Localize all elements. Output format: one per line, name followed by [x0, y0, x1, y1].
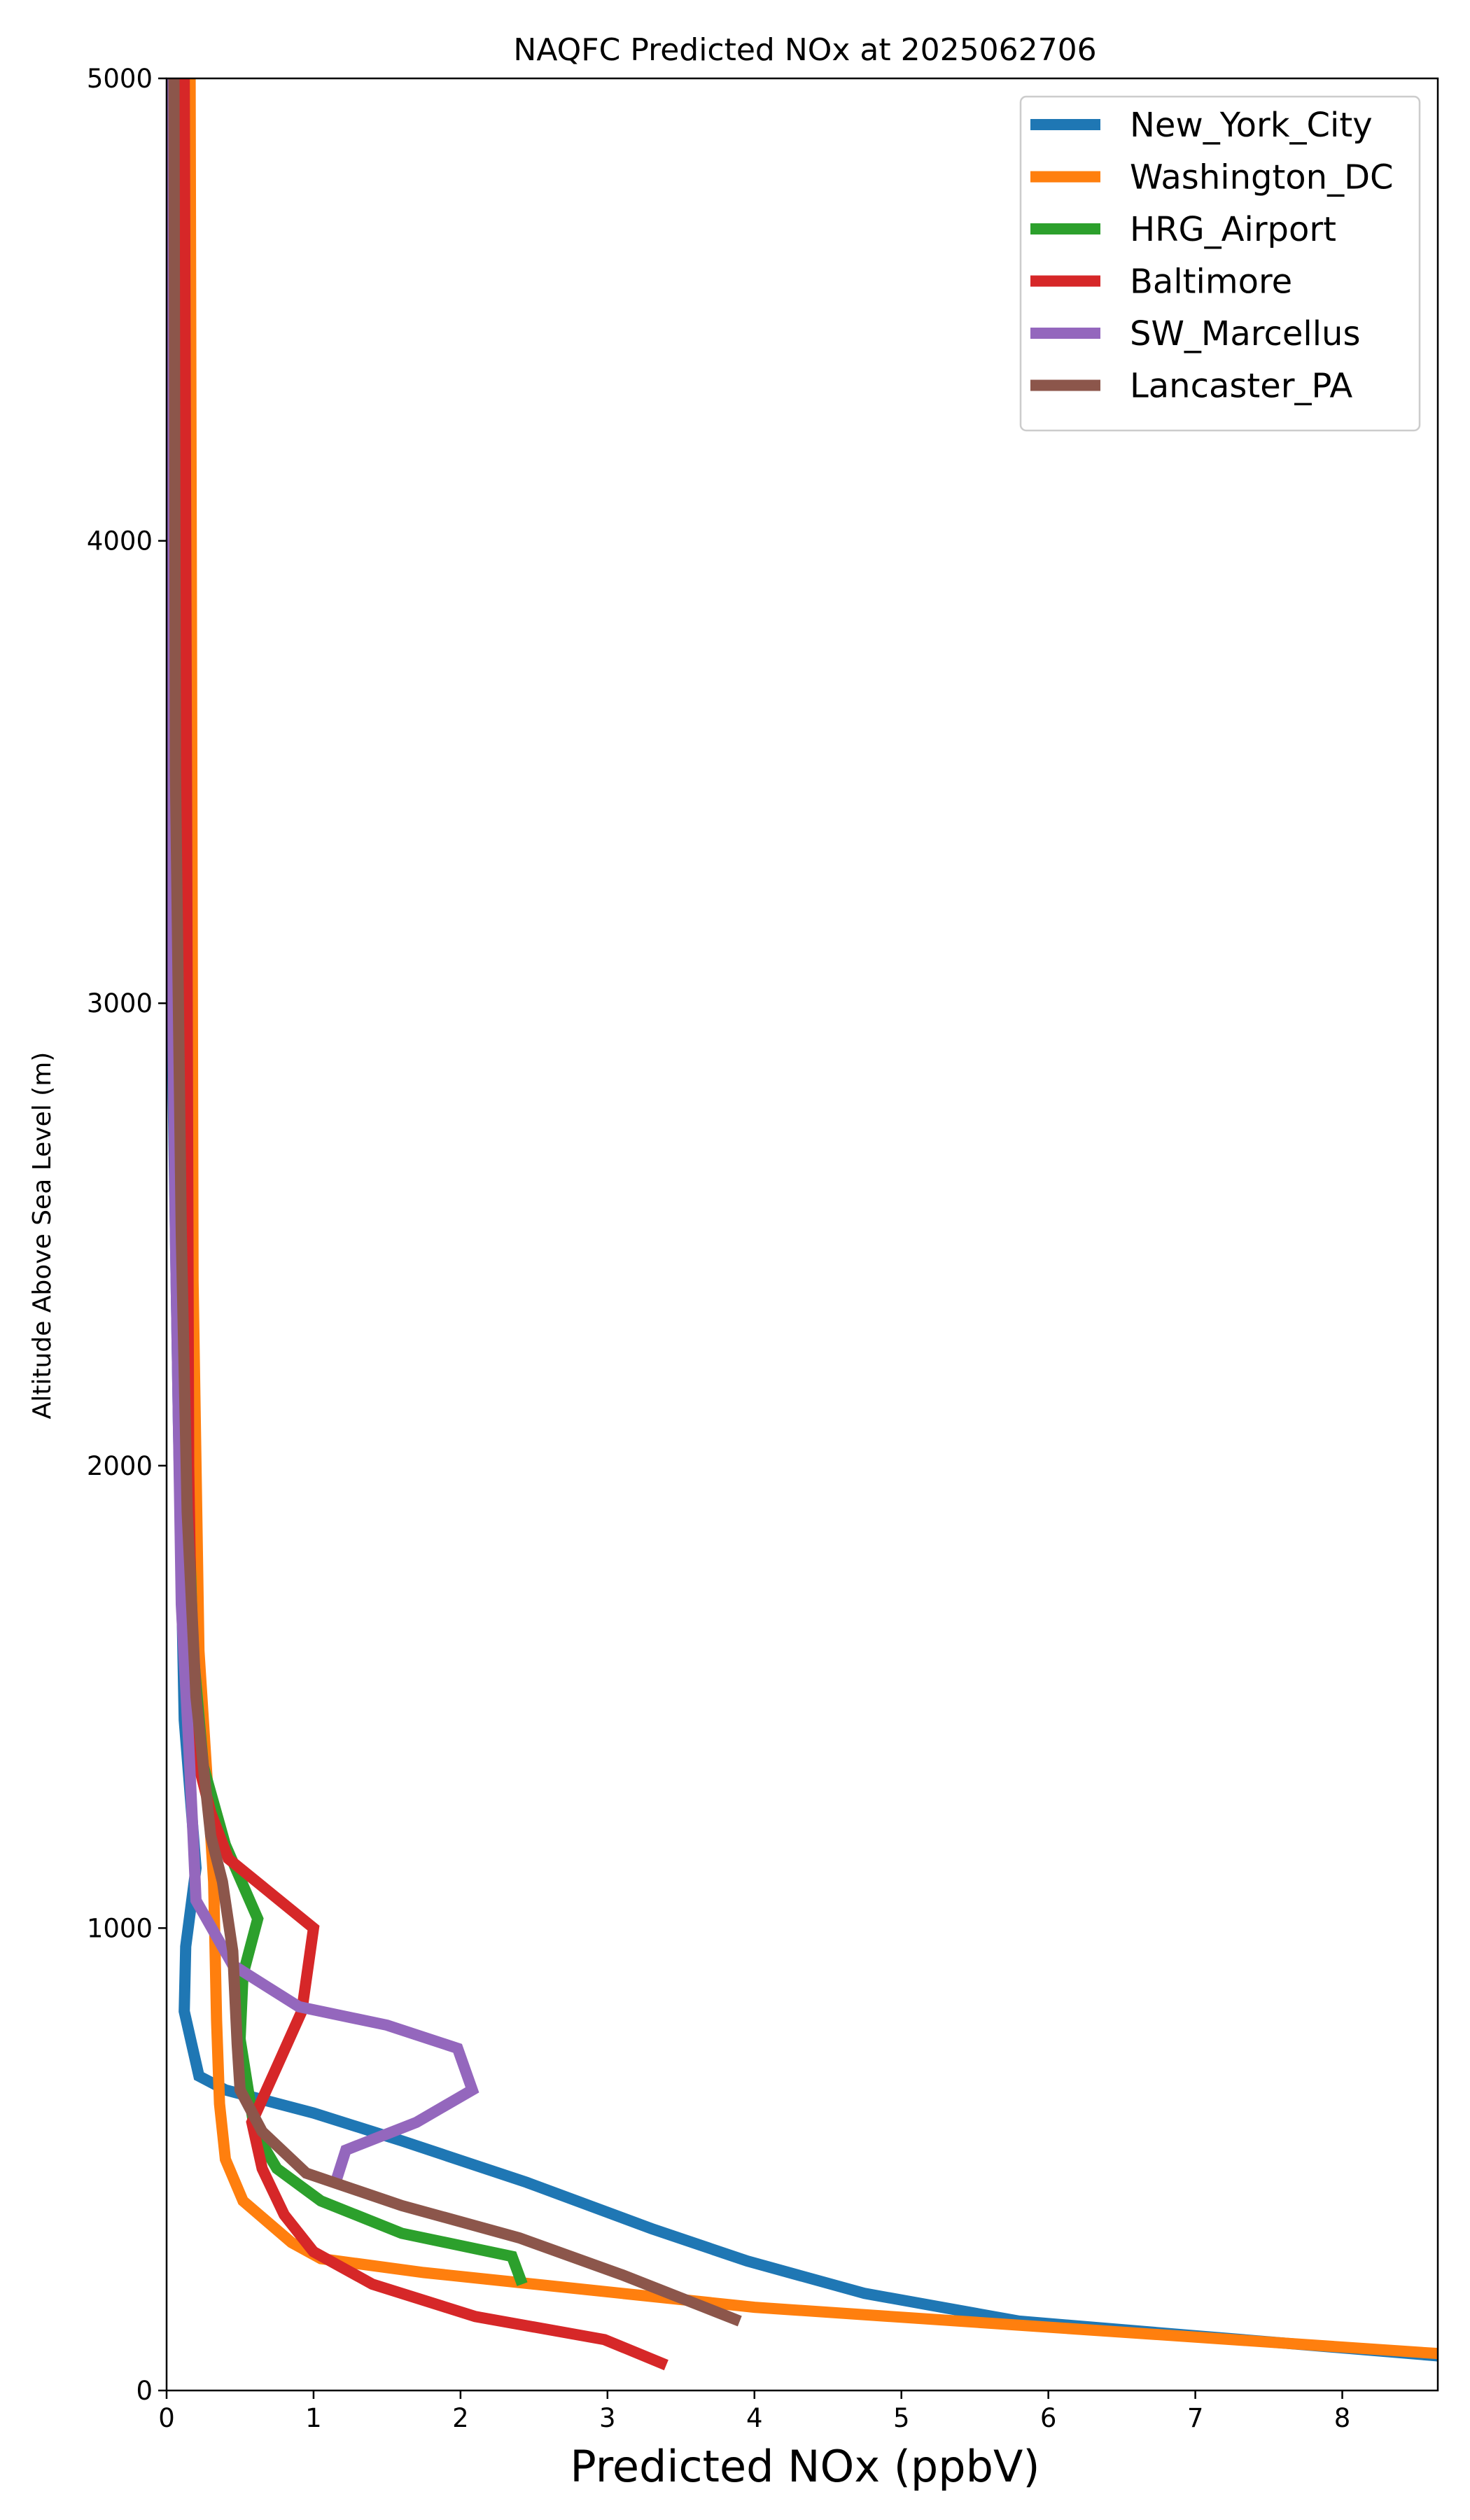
x-tick-label: 0: [158, 2403, 175, 2433]
y-tick-label: 3000: [87, 988, 153, 1018]
legend-label-2: HRG_Airport: [1130, 210, 1336, 249]
x-tick-label: 6: [1040, 2403, 1057, 2433]
x-tick-label: 2: [452, 2403, 469, 2433]
y-axis: 0 1000 2000 3000 4000 5000: [87, 64, 167, 2406]
series-line-5: [168, 78, 742, 2327]
x-tick-label: 3: [599, 2403, 616, 2433]
legend-label-4: SW_Marcellus: [1130, 314, 1360, 354]
y-tick-label: 2000: [87, 1451, 153, 1481]
legend-label-1: Washington_DC: [1130, 158, 1394, 197]
legend-label-5: Lancaster_PA: [1130, 367, 1352, 406]
x-axis-label: Predicted NOx (ppbV): [570, 2441, 1040, 2492]
plot-frame: [165, 77, 1439, 2392]
x-axis: 0 1 2 3 4 5 6 7 8: [158, 2390, 1350, 2433]
legend: New_York_City Washington_DC HRG_Airport Bal…: [1019, 95, 1421, 432]
x-tick-label: 1: [305, 2403, 322, 2433]
x-tick-label: 5: [893, 2403, 910, 2433]
y-axis-label: Altitude Above Sea Level (m): [28, 1052, 57, 1420]
legend-label-3: Baltimore: [1130, 262, 1292, 302]
legend-label-0: New_York_City: [1130, 106, 1373, 145]
x-tick-label: 8: [1334, 2403, 1351, 2433]
y-tick-label: 4000: [87, 526, 153, 556]
x-tick-label: 4: [746, 2403, 763, 2433]
plot-area: [167, 78, 1438, 2371]
chart-title: NAQFC Predicted NOx at 2025062706: [513, 32, 1096, 68]
y-tick-label: 5000: [87, 64, 153, 94]
x-tick-label: 7: [1187, 2403, 1204, 2433]
y-tick-label: 1000: [87, 1913, 153, 1943]
y-tick-label: 0: [136, 2376, 153, 2406]
legend-box: [1019, 95, 1421, 432]
